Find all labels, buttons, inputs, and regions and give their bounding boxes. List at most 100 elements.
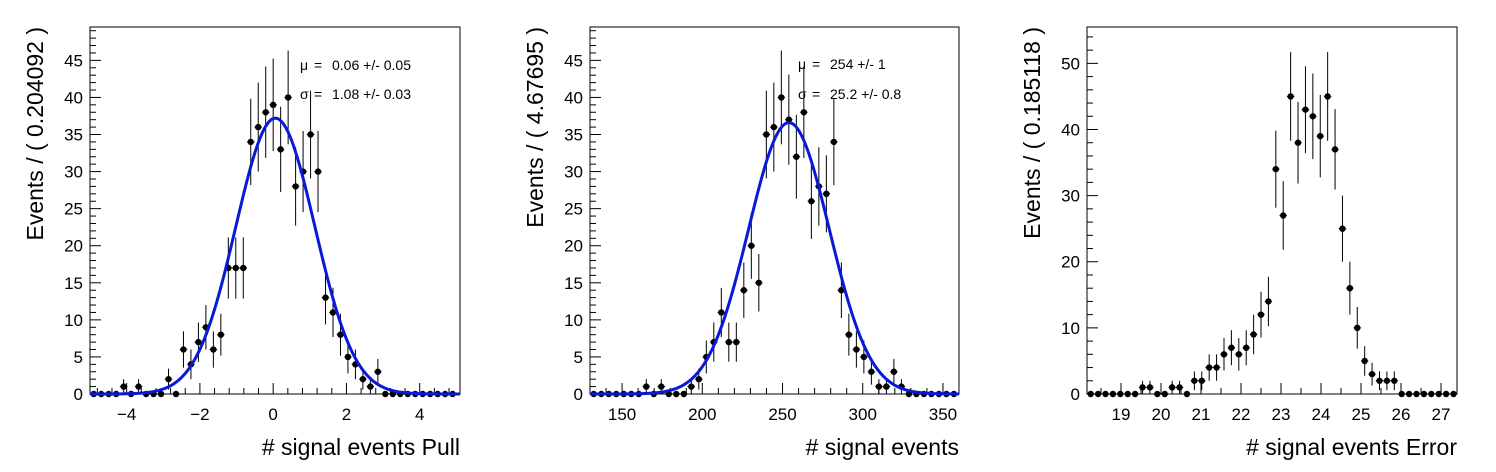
marker [733, 338, 740, 346]
y-tick-label: 30 [64, 163, 83, 182]
x-axis: 19 20 21 22 23 24 25 26 27 [1100, 383, 1450, 424]
marker [838, 287, 845, 294]
data-point [1427, 390, 1436, 398]
y-tick-label: 25 [64, 200, 83, 219]
marker [770, 123, 778, 131]
data-point [1227, 330, 1236, 366]
sigma-symbol: σ [300, 86, 309, 102]
marker [800, 109, 808, 116]
data-point [1249, 314, 1258, 355]
marker [1398, 390, 1405, 398]
y-tick-label: 15 [564, 274, 583, 293]
y-tick-label: 20 [1061, 253, 1080, 272]
y-tick-label: 0 [74, 385, 83, 404]
data-point [1420, 390, 1428, 398]
marker [1376, 377, 1383, 384]
data-point [217, 313, 225, 356]
data-point [1131, 390, 1139, 398]
data-point [875, 379, 883, 394]
data-point [852, 331, 861, 368]
marker [1183, 390, 1191, 398]
marker [1280, 212, 1287, 219]
mu-symbol: μ [300, 57, 308, 73]
data-point [1435, 390, 1443, 398]
marker [853, 346, 860, 353]
data-point [1087, 390, 1095, 398]
data-point [1264, 276, 1273, 327]
marker [314, 168, 322, 175]
data-point [366, 379, 375, 394]
data-point [1412, 390, 1421, 398]
marker [307, 131, 314, 138]
data-point [1323, 52, 1332, 141]
fit-stats: μ = 254 +/- 1 σ = 25.2 +/- 0.8 [798, 56, 901, 102]
marker [1294, 139, 1302, 146]
y-tick-label: 45 [64, 51, 83, 70]
marker [135, 383, 142, 390]
marker [1428, 390, 1435, 398]
marker [1317, 132, 1324, 140]
data-point [830, 98, 838, 186]
x-tick-label: 350 [929, 405, 957, 424]
x-axis: −4 −2 0 2 4 [96, 383, 450, 424]
marker [725, 338, 733, 346]
x-tick-label: 20 [1152, 405, 1171, 424]
fit-curve [590, 121, 959, 396]
sigma-value: 1.08 +/- 0.03 [332, 86, 411, 102]
y-tick-label: 20 [564, 237, 583, 256]
marker [1346, 284, 1354, 292]
x-tick-label: 26 [1392, 405, 1411, 424]
marker [1191, 377, 1198, 384]
y-tick-label: 10 [64, 311, 83, 330]
data-point [381, 390, 390, 398]
marker [1383, 377, 1391, 384]
marker [1361, 357, 1368, 365]
data-point [1360, 346, 1369, 376]
mean-value: 0.06 +/- 0.05 [332, 57, 411, 73]
data-point [1257, 291, 1265, 338]
data-point [1235, 338, 1243, 371]
marker [1265, 298, 1272, 305]
marker [374, 368, 382, 375]
data-point [1101, 390, 1110, 398]
sigma-symbol: σ [798, 86, 807, 102]
marker [830, 138, 838, 146]
marker [755, 279, 763, 286]
marker [1102, 390, 1109, 398]
marker [1354, 324, 1361, 332]
marker [1168, 384, 1176, 391]
marker [1405, 390, 1413, 398]
x-axis-title: # signal events [806, 434, 959, 460]
x-tick-label: 22 [1232, 405, 1251, 424]
data-point [1198, 371, 1206, 391]
marker [382, 390, 389, 398]
marker [785, 116, 793, 123]
x-tick-label: 0 [268, 405, 277, 424]
marker [165, 375, 172, 383]
data-point [321, 270, 330, 325]
data-point [254, 82, 262, 172]
marker [1309, 113, 1317, 120]
data-point [1316, 94, 1324, 178]
marker [1272, 165, 1280, 173]
marker [763, 131, 770, 138]
marker [680, 390, 687, 398]
data-point [1183, 390, 1191, 398]
data-point [1094, 390, 1102, 398]
data-point [157, 390, 165, 398]
marker [1442, 390, 1450, 398]
y-axis: 0 5 10 15 20 25 30 35 40 45 [564, 30, 601, 404]
data-point [1390, 371, 1398, 391]
marker [284, 94, 292, 101]
marker [322, 294, 329, 301]
marker [860, 353, 868, 361]
x-tick-label: 24 [1312, 405, 1331, 424]
data-point [1175, 380, 1184, 394]
marker [740, 287, 748, 294]
marker [695, 375, 703, 383]
y-tick-label: 20 [64, 237, 83, 256]
marker [1176, 384, 1183, 391]
data-point [755, 254, 763, 312]
data-point [1449, 390, 1458, 398]
x-tick-label: 300 [849, 405, 877, 424]
